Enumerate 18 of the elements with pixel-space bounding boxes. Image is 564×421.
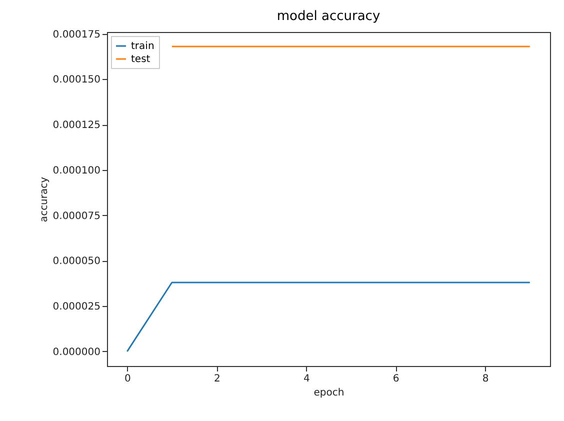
y-tick-label: 0.000025	[52, 302, 100, 313]
y-tick-label: 0.000000	[52, 346, 100, 358]
chart-title: model accuracy	[276, 8, 380, 24]
y-tick-label: 0.000150	[52, 74, 100, 86]
y-axis-title: accuracy	[38, 176, 50, 222]
y-tick-label: 0.000175	[52, 29, 100, 40]
x-tick-label: 4	[303, 374, 310, 384]
y-tick-label: 0.000075	[52, 210, 100, 222]
y-tick-label: 0.000050	[52, 256, 100, 268]
x-tick-label: 0	[124, 374, 131, 384]
x-axis-title: epoch	[314, 388, 344, 398]
x-tick-label: 8	[482, 374, 489, 384]
legend-label: test	[131, 54, 150, 65]
x-tick-label: 6	[392, 374, 400, 384]
y-tick-label: 0.000100	[52, 165, 100, 176]
y-tick-label: 0.000125	[52, 120, 100, 132]
x-tick-label: 2	[214, 374, 220, 384]
legend-label: train	[131, 41, 154, 52]
